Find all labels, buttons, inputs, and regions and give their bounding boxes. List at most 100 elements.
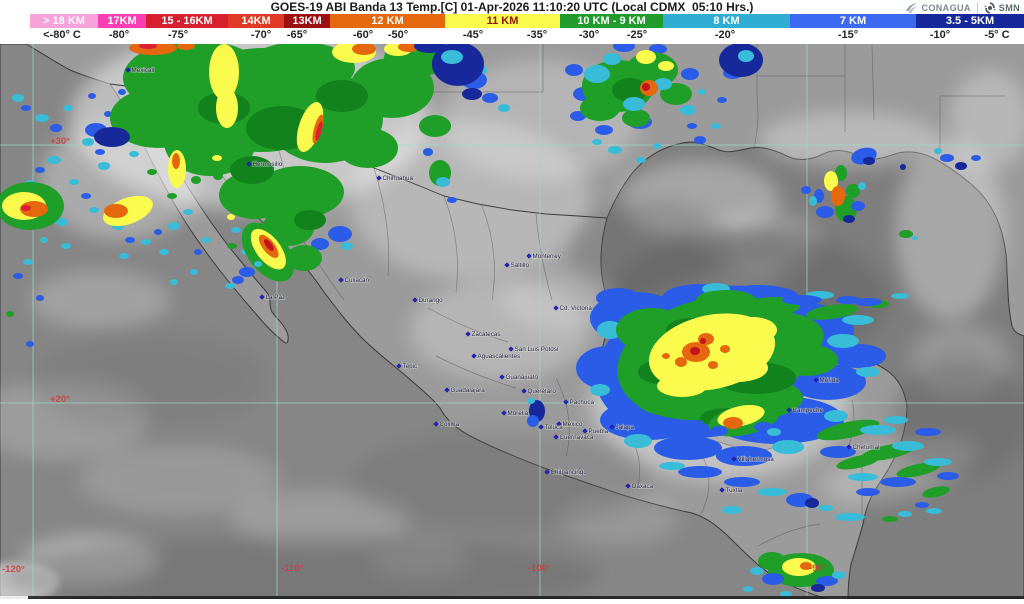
map-area: +30° +20° -120° -110° -100° -90° Mexicali Herm… [0, 30, 1024, 604]
city-label: Guanajuato [506, 374, 539, 381]
city-marker-icon [465, 331, 471, 337]
city-aguascalientes: Aguascalientes [471, 352, 521, 361]
city-chihuahua: Chihuahua [376, 174, 414, 183]
city-marker-icon [499, 374, 505, 380]
city-marker-icon [433, 421, 439, 427]
city-la-paz: La Paz [259, 293, 286, 302]
satellite-map: +30° +20° -120° -110° -100° -90° Mexicali Herm… [0, 30, 1024, 604]
city-label: Villahermosa [738, 456, 775, 463]
city-label: Chetumal [853, 444, 880, 451]
agency-logos: CONAGUA SMN [905, 1, 1020, 14]
city-label: Campeche [793, 407, 824, 414]
bottom-edge-strip [28, 596, 1024, 599]
city-label: Cuernavaca [560, 434, 594, 441]
city-marker-icon [508, 346, 514, 352]
city-culiacan: Culiacán [338, 276, 370, 285]
grid-coordinate-label: -110° [281, 563, 303, 574]
city-marker-icon [444, 387, 450, 393]
city-label: Hermosillo [253, 161, 283, 168]
city-marker-icon [526, 253, 532, 259]
city-hermosillo: Hermosillo [246, 160, 283, 169]
city-queretaro: Querétaro [521, 387, 557, 396]
city-label: Saltillo [511, 262, 530, 269]
city-san-luis-potosi: San Luis Potosí [508, 345, 560, 354]
city-marker-icon [553, 305, 559, 311]
cloud-top-overlays [0, 39, 981, 597]
scale-segment: 12 KM [330, 14, 445, 28]
temp-row: <-80° C -80° -75° -70° -65° -60° -50° -45° -35° -… [0, 28, 1024, 44]
city-pachuca: Pachuca [563, 398, 595, 407]
city-marker-icon [625, 483, 631, 489]
city-marker-icon [471, 353, 477, 359]
temp-label: -25° [626, 29, 648, 41]
city-label: La Paz [266, 294, 286, 301]
city-label: Chihuahua [383, 175, 414, 182]
city-mexicali: Mexicali [125, 66, 155, 75]
smn-logo: SMN [984, 1, 1020, 14]
temp-label: -45° [462, 29, 484, 41]
city-cuernavaca: Cuernavaca [553, 433, 595, 442]
temp-label: -5° C [984, 29, 1010, 41]
temp-label: <-80° C [43, 29, 81, 41]
city-marker-icon [501, 410, 507, 416]
city-label: Mérida [820, 377, 840, 384]
city-puebla: Puebla [582, 427, 609, 436]
city-toluca: Toluca [538, 423, 564, 432]
city-zacatecas: Zacatecas [465, 330, 501, 339]
scale-segment: 11 KM [445, 14, 560, 28]
city-marker-icon [582, 428, 588, 434]
scale-segment: 7 KM [790, 14, 916, 28]
grid-coordinate-label: -100° [528, 563, 551, 574]
header-bar: GOES-19 ABI Banda 13 Temp.[C] 01-Apr-202… [0, 0, 1024, 14]
temp-label: -30° [578, 29, 600, 41]
smn-logo-text: SMN [998, 2, 1020, 13]
temp-label: -10° [929, 29, 951, 41]
grid-coordinate-label: +20° [50, 394, 70, 405]
scale-segment: 3.5 - 5KM [916, 14, 1024, 28]
city-saltillo: Saltillo [504, 261, 530, 270]
city-label: San Luis Potosí [515, 346, 559, 353]
city-label: Zacatecas [472, 331, 501, 338]
city-marker-icon [846, 444, 852, 450]
temp-label: -15° [837, 29, 859, 41]
scale-segment: 13KM [284, 14, 330, 28]
city-label: Cd. Victoria [560, 305, 593, 312]
scale-segment: 10 KM - 9 KM [560, 14, 663, 28]
city-guadalajara: Guadalajara [444, 386, 486, 395]
city-label: Oaxaca [632, 483, 654, 490]
conagua-logo-text: CONAGUA [921, 2, 971, 13]
city-label: Toluca [545, 424, 564, 431]
temp-label: -75° [167, 29, 189, 41]
city-label: Puebla [589, 428, 609, 435]
temp-label: -20° [714, 29, 736, 41]
city-label: Aguascalientes [478, 353, 521, 360]
city-guanajuato: Guanajuato [499, 373, 539, 382]
city-morelia: Morelia [501, 409, 529, 418]
temp-label: -60° [352, 29, 374, 41]
city-label: Jalapa [616, 424, 635, 431]
grid-coordinate-label: -90° [809, 563, 827, 574]
city-colima: Colima [433, 420, 460, 429]
city-villahermosa: Villahermosa [731, 455, 775, 464]
temp-label: -35° [526, 29, 548, 41]
city-label: Chilpancingo [551, 469, 588, 476]
city-marker-icon [786, 407, 792, 413]
city-marker-icon [504, 262, 510, 268]
city-label: Pachuca [570, 399, 595, 406]
map-layers: +30° +20° -120° -110° -100° -90° Mexicali Herm… [0, 30, 1024, 604]
scale-segment: 8 KM [663, 14, 790, 28]
city-durango: Durango [412, 296, 444, 305]
city-jalapa: Jalapa [609, 423, 635, 432]
city-marker-icon [719, 487, 725, 493]
city-monterrey: Monterrey [526, 252, 562, 261]
city-marker-icon [813, 377, 819, 383]
city-tepic: Tepic [396, 362, 418, 371]
city-label: Tuxtla [726, 487, 743, 494]
city-label: Guadalajara [451, 387, 486, 394]
grid-coordinate-label: +30° [50, 136, 70, 147]
scale-segment: 14KM [228, 14, 284, 28]
city-marker-icon [556, 421, 562, 427]
city-label: Morelia [508, 410, 529, 417]
city-marker-icon [338, 277, 344, 283]
